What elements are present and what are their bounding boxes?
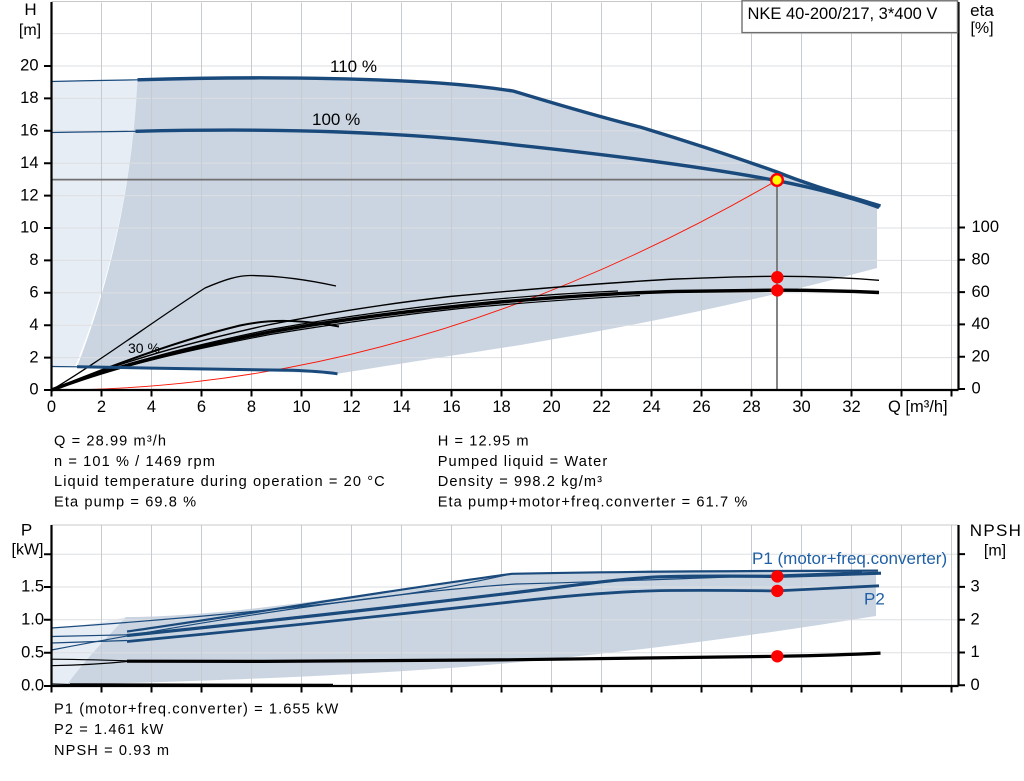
svg-text:1: 1 xyxy=(971,643,980,661)
svg-text:0.0: 0.0 xyxy=(21,676,44,694)
svg-text:Eta pump+motor+freq.converter: Eta pump+motor+freq.converter = 61.7 % xyxy=(438,494,749,510)
svg-text:Q [m³/h]: Q [m³/h] xyxy=(888,398,948,416)
svg-text:0: 0 xyxy=(971,676,980,694)
svg-text:H: H xyxy=(24,0,36,19)
svg-text:NPSH = 0.93 m: NPSH = 0.93 m xyxy=(54,743,170,759)
svg-text:Q = 28.99 m³/h: Q = 28.99 m³/h xyxy=(54,434,167,450)
svg-text:40: 40 xyxy=(972,315,990,333)
svg-text:Pumped liquid = Water: Pumped liquid = Water xyxy=(438,454,609,470)
svg-text:18: 18 xyxy=(20,89,38,107)
svg-text:60: 60 xyxy=(972,283,990,301)
svg-text:[%]: [%] xyxy=(970,20,993,37)
svg-text:24: 24 xyxy=(642,398,660,416)
svg-text:Liquid temperature during oper: Liquid temperature during operation = 20… xyxy=(54,474,386,490)
svg-text:P1 (motor+freq.converter) = 1.: P1 (motor+freq.converter) = 1.655 kW xyxy=(54,702,339,718)
svg-text:20: 20 xyxy=(972,347,990,365)
svg-text:0: 0 xyxy=(972,380,981,398)
svg-text:30 %: 30 % xyxy=(128,340,160,356)
svg-text:2: 2 xyxy=(971,610,980,628)
svg-text:H = 12.95 m: H = 12.95 m xyxy=(438,434,530,450)
svg-text:[m]: [m] xyxy=(19,22,41,39)
svg-text:3: 3 xyxy=(971,578,980,596)
svg-text:4: 4 xyxy=(147,398,156,416)
svg-text:10: 10 xyxy=(20,219,38,237)
svg-text:P2 = 1.461 kW: P2 = 1.461 kW xyxy=(54,722,164,738)
svg-text:12: 12 xyxy=(20,186,38,204)
svg-text:20: 20 xyxy=(542,398,560,416)
svg-text:Eta pump = 69.8 %: Eta pump = 69.8 % xyxy=(54,494,197,510)
svg-text:1.0: 1.0 xyxy=(21,611,44,629)
svg-text:2: 2 xyxy=(29,348,38,366)
svg-text:Density = 998.2 kg/m³: Density = 998.2 kg/m³ xyxy=(438,474,603,490)
svg-text:14: 14 xyxy=(392,398,410,416)
svg-text:22: 22 xyxy=(592,398,610,416)
svg-text:n = 101 % / 1469 rpm: n = 101 % / 1469 rpm xyxy=(54,454,216,470)
svg-text:14: 14 xyxy=(20,154,38,172)
svg-text:P2: P2 xyxy=(864,590,885,609)
svg-text:6: 6 xyxy=(197,398,206,416)
svg-text:NKE 40-200/217, 3*400 V: NKE 40-200/217, 3*400 V xyxy=(748,5,938,23)
svg-text:100: 100 xyxy=(972,218,1000,236)
svg-text:4: 4 xyxy=(29,316,38,334)
svg-text:10: 10 xyxy=(292,398,310,416)
svg-text:16: 16 xyxy=(442,398,460,416)
svg-text:P1 (motor+freq.converter): P1 (motor+freq.converter) xyxy=(752,549,947,568)
svg-text:32: 32 xyxy=(842,398,860,416)
svg-text:28: 28 xyxy=(742,398,760,416)
svg-text:6: 6 xyxy=(29,284,38,302)
svg-text:110 %: 110 % xyxy=(330,57,377,76)
svg-text:26: 26 xyxy=(692,398,710,416)
svg-text:0: 0 xyxy=(47,398,56,416)
svg-text:12: 12 xyxy=(342,398,360,416)
svg-text:100 %: 100 % xyxy=(312,110,360,129)
svg-text:20: 20 xyxy=(20,57,38,75)
svg-text:30: 30 xyxy=(792,398,810,416)
svg-text:0.5: 0.5 xyxy=(21,643,44,661)
svg-text:P: P xyxy=(21,521,32,540)
svg-text:16: 16 xyxy=(20,122,38,140)
svg-text:18: 18 xyxy=(492,398,510,416)
svg-text:1.5: 1.5 xyxy=(21,578,44,596)
svg-text:NPSH: NPSH xyxy=(970,521,1022,540)
svg-text:0: 0 xyxy=(29,381,38,399)
svg-text:[kW]: [kW] xyxy=(12,542,44,559)
svg-text:8: 8 xyxy=(29,251,38,269)
svg-text:[m]: [m] xyxy=(984,543,1006,560)
svg-text:eta: eta xyxy=(970,1,994,20)
svg-text:2: 2 xyxy=(97,398,106,416)
svg-text:8: 8 xyxy=(247,398,256,416)
svg-text:80: 80 xyxy=(972,251,990,269)
